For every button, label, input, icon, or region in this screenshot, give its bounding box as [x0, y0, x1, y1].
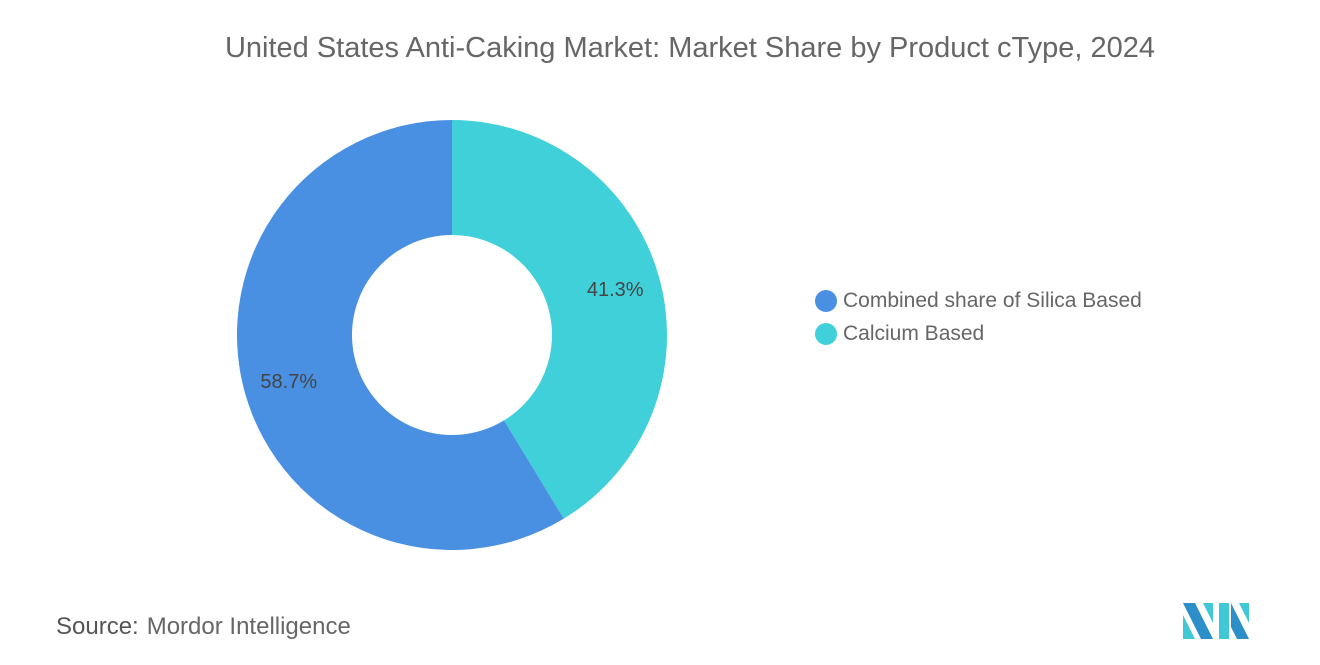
- source-label: Source:: [56, 613, 139, 640]
- legend: Combined share of Silica Based Calcium B…: [815, 284, 1142, 350]
- legend-swatch: [815, 322, 837, 345]
- data-label: 41.3%: [587, 279, 644, 301]
- source-note: Source: Mordor Intelligence: [56, 613, 351, 641]
- legend-swatch: [815, 289, 837, 312]
- donut-chart: 41.3% 58.7%: [237, 120, 667, 550]
- source-value: Mordor Intelligence: [146, 613, 351, 640]
- legend-item-calcium: Calcium Based: [815, 317, 1142, 350]
- data-label: 58.7%: [260, 371, 317, 393]
- mordor-logo: [1183, 603, 1249, 639]
- donut-slice-1: [452, 120, 667, 519]
- legend-item-silica: Combined share of Silica Based: [815, 284, 1142, 317]
- legend-label: Combined share of Silica Based: [843, 288, 1142, 312]
- donut-slice-0: [237, 120, 564, 550]
- chart-title: United States Anti-Caking Market: Market…: [224, 32, 1156, 64]
- legend-label: Calcium Based: [843, 321, 985, 345]
